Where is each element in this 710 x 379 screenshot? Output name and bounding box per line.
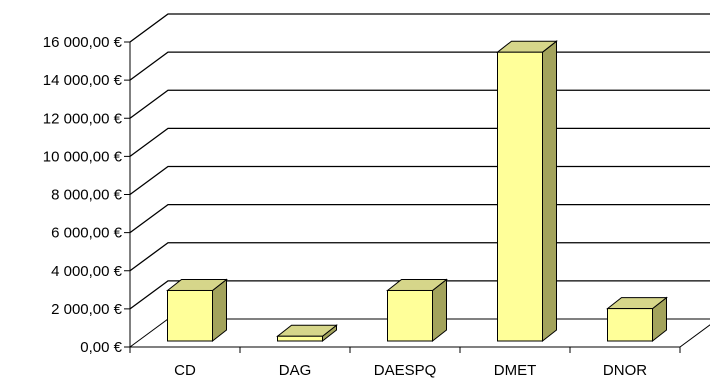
y-tick-label: 2 000,00 € — [51, 301, 123, 318]
y-tick-label: 4 000,00 € — [51, 263, 123, 280]
y-tick-label: 14 000,00 € — [43, 72, 123, 89]
bar-front — [278, 336, 323, 341]
bar — [498, 41, 557, 341]
gridline — [130, 90, 710, 118]
y-axis: 0,00 € 2 000,00 € 4 000,00 € 6 000,00 € 8 00… — [43, 34, 130, 356]
bar — [168, 279, 227, 341]
bar-front — [608, 309, 653, 341]
gridline — [130, 243, 710, 271]
y-tick-label: 12 000,00 € — [43, 110, 123, 127]
bar-side — [543, 41, 557, 341]
bar — [278, 325, 337, 341]
x-tick-label: DAG — [279, 362, 312, 379]
gridline — [130, 52, 710, 80]
x-tick-label: DNOR — [603, 362, 647, 379]
gridlines — [130, 14, 710, 309]
x-tick-label: DMET — [494, 362, 537, 379]
gridline — [130, 167, 710, 195]
bars — [168, 41, 667, 341]
bar — [608, 298, 667, 341]
gridline — [130, 128, 710, 156]
y-tick-label: 0,00 € — [80, 339, 122, 356]
bar-front — [498, 52, 543, 341]
bar — [388, 279, 447, 341]
gridline — [130, 14, 710, 42]
x-tick-label: DAESPQ — [374, 362, 437, 379]
gridline — [130, 205, 710, 233]
y-tick-label: 8 000,00 € — [51, 187, 123, 204]
x-tick-label: CD — [174, 362, 196, 379]
x-axis: CD DAG DAESPQ DMET DNOR — [130, 347, 680, 379]
bar-front — [168, 290, 213, 341]
y-tick-label: 16 000,00 € — [43, 34, 123, 51]
y-tick-label: 10 000,00 € — [43, 148, 123, 165]
bar-front — [388, 290, 433, 341]
y-tick-label: 6 000,00 € — [51, 225, 123, 242]
